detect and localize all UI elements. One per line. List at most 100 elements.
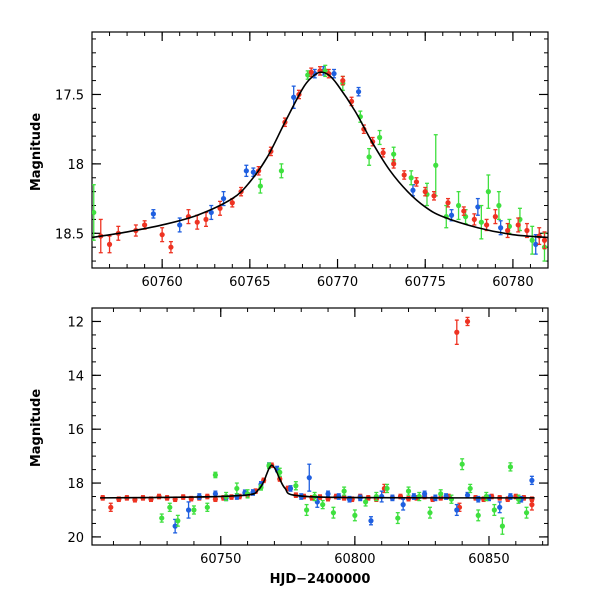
data-point-green — [191, 507, 197, 513]
data-point-green — [496, 202, 502, 209]
data-point-green — [491, 507, 497, 513]
data-point-red — [156, 493, 162, 500]
bottom-x-tick-label: 60850 — [468, 552, 509, 567]
data-point-green — [277, 469, 283, 475]
data-point-blue — [368, 518, 374, 524]
top-y-axis-label: Magnitude — [29, 113, 44, 192]
top-x-tick-label: 60780 — [492, 275, 533, 290]
data-point-green — [507, 464, 514, 470]
data-point-blue — [529, 477, 535, 483]
bottom-data-layer — [100, 316, 535, 535]
data-point-green — [408, 175, 414, 181]
data-point-green — [175, 518, 181, 524]
data-point-red — [159, 232, 165, 238]
top-panel-zoomed-light-curve: 60760 60765 60770 60775 60780 17.5 18 18.5 — [55, 31, 549, 290]
top-y-tick-label: 18 — [67, 158, 84, 173]
data-point-blue — [243, 168, 249, 174]
data-point-red — [461, 208, 467, 214]
data-point-blue — [336, 493, 342, 500]
data-point-blue — [454, 507, 460, 513]
x-axis-label: HJD−2400000 — [270, 572, 371, 587]
data-point-green — [478, 219, 484, 225]
data-point-green — [363, 499, 369, 505]
bottom-y-tick-label: 16 — [67, 423, 84, 438]
data-point-blue — [250, 169, 256, 175]
data-point-green — [384, 485, 390, 492]
top-y-tick-label: 18.5 — [55, 227, 84, 242]
data-point-green — [320, 502, 326, 508]
data-point-green — [427, 510, 433, 516]
data-point-blue — [464, 492, 471, 498]
data-point-red — [524, 227, 530, 234]
data-point-red — [217, 205, 223, 211]
data-point-green — [438, 491, 444, 497]
data-point-green — [377, 134, 383, 141]
data-point-green — [499, 523, 505, 529]
bottom-y-axis-label: Magnitude — [29, 389, 44, 468]
data-point-green — [485, 189, 491, 195]
data-point-green — [475, 512, 481, 518]
data-point-red — [541, 237, 548, 243]
bottom-y-tick-label: 14 — [67, 369, 84, 384]
data-point-green — [92, 209, 97, 216]
bottom-panel-full-light-curve: 60750 60800 60850 12 14 16 18 20 — [67, 307, 549, 567]
data-point-red — [142, 222, 148, 228]
bottom-y-tick-label: 18 — [67, 477, 84, 492]
data-point-red — [340, 77, 346, 84]
data-point-red — [505, 227, 511, 234]
data-point-green — [167, 504, 173, 510]
data-point-blue — [212, 491, 218, 497]
data-point-red — [464, 318, 471, 325]
top-model-curve — [92, 71, 548, 239]
data-point-red — [380, 150, 386, 156]
data-point-red — [308, 69, 314, 75]
bottom-y-tick-label: 12 — [67, 315, 84, 330]
top-x-tick-label: 60760 — [141, 275, 182, 290]
data-point-red — [484, 222, 490, 228]
data-point-green — [467, 485, 473, 492]
bottom-plot-frame — [91, 307, 549, 546]
data-point-green — [234, 485, 240, 492]
data-point-blue — [306, 475, 312, 481]
data-point-green — [529, 237, 535, 243]
data-point-blue — [448, 212, 455, 218]
data-point-green — [391, 151, 397, 157]
data-point-red — [203, 216, 209, 223]
data-point-blue — [475, 204, 481, 210]
top-x-tick-label: 60775 — [405, 275, 446, 290]
data-point-blue — [325, 491, 331, 497]
data-point-blue — [208, 209, 214, 216]
data-point-blue — [185, 507, 192, 513]
data-point-blue — [422, 491, 428, 497]
data-point-red — [401, 172, 407, 178]
data-point-red — [391, 161, 397, 167]
data-point-green — [455, 202, 462, 209]
data-point-blue — [498, 225, 504, 231]
data-point-blue — [172, 523, 178, 529]
data-point-green — [303, 507, 310, 513]
bottom-x-tick-label: 60800 — [334, 552, 375, 567]
data-point-green — [293, 483, 299, 489]
data-point-red — [445, 200, 451, 206]
data-point-red — [431, 193, 437, 199]
bottom-model-curve — [100, 464, 535, 499]
data-point-red — [422, 189, 428, 195]
data-point-blue — [287, 485, 294, 492]
data-point-blue — [291, 94, 297, 100]
data-point-blue — [220, 195, 227, 202]
data-point-blue — [355, 89, 362, 95]
data-point-blue — [410, 187, 416, 193]
data-point-red — [515, 222, 521, 228]
data-point-green — [305, 72, 311, 78]
data-point-red — [108, 504, 114, 510]
data-point-red — [405, 496, 412, 502]
data-point-green — [278, 168, 285, 174]
data-point-red — [194, 219, 200, 225]
data-point-blue — [533, 241, 539, 247]
top-x-tick-label: 60765 — [229, 275, 270, 290]
data-point-red — [168, 244, 174, 250]
data-point-red — [106, 241, 113, 247]
data-point-red — [413, 179, 420, 185]
data-point-green — [204, 504, 210, 510]
top-data-layer — [92, 64, 548, 262]
